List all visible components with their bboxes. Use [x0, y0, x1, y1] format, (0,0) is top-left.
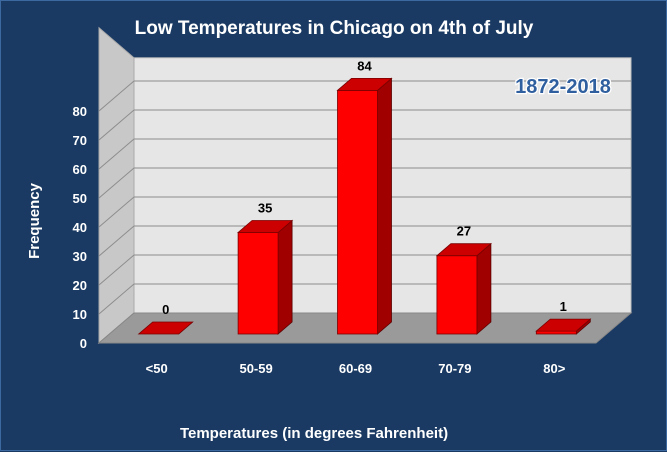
y-tick-label: 50: [73, 191, 87, 206]
x-axis-ticks: <50 50-59 60-69 70-79 80>: [146, 361, 566, 376]
bar-front: [337, 90, 378, 335]
y-axis-ticks: 0 10 20 30 40 50 60 70 80: [73, 104, 87, 351]
date-range-annotation: 1872-2018: [515, 76, 611, 98]
bar-top: [336, 78, 393, 91]
gridline-side: [98, 283, 135, 315]
bar-top: [535, 318, 592, 332]
x-tick-label: 70-79: [438, 361, 471, 376]
y-axis-title: Frequency: [26, 182, 43, 259]
gridline-side: [98, 225, 135, 257]
gridline-side: [98, 196, 135, 228]
chart-title: Low Temperatures in Chicago on 4th of Ju…: [135, 18, 534, 39]
bar: [535, 318, 592, 335]
bar: [435, 242, 492, 335]
x-tick-label: 60-69: [339, 361, 372, 376]
y-tick-label: 30: [73, 249, 87, 264]
bar-side: [277, 219, 293, 335]
data-label: 1: [560, 299, 567, 314]
y-tick-label: 60: [73, 162, 87, 177]
data-label: 0: [162, 302, 169, 317]
data-label: 35: [258, 201, 272, 216]
bar-top: [137, 321, 194, 335]
y-tick-label: 10: [73, 307, 87, 322]
bar: [137, 321, 194, 335]
bars: 0 35 84 27 1: [137, 58, 592, 335]
bar-side: [377, 77, 392, 335]
gridline-side: [98, 167, 135, 199]
y-tick-label: 0: [80, 336, 87, 351]
x-tick-label: 80>: [543, 361, 565, 376]
bar-front: [436, 255, 478, 335]
bar: [336, 77, 393, 335]
x-axis-title: Temperatures (in degrees Fahrenheit): [180, 425, 448, 442]
data-label: 27: [457, 224, 471, 239]
data-label: 84: [357, 58, 372, 73]
x-tick-label: <50: [146, 361, 168, 376]
side-wall: [98, 26, 135, 345]
gridline-side: [98, 109, 135, 141]
gridline-side: [98, 138, 135, 170]
x-tick-label: 50-59: [239, 361, 272, 376]
bar-front: [535, 330, 577, 335]
gridline-side: [98, 80, 135, 112]
y-tick-label: 20: [73, 278, 87, 293]
y-tick-label: 80: [73, 104, 87, 119]
bar-front: [237, 232, 279, 335]
bar-top: [435, 243, 492, 257]
bar-top: [237, 220, 294, 233]
bar: [237, 219, 294, 335]
gridline-side: [98, 254, 135, 286]
bar-side: [476, 242, 492, 335]
y-tick-label: 40: [73, 220, 87, 235]
y-tick-label: 70: [73, 133, 87, 148]
